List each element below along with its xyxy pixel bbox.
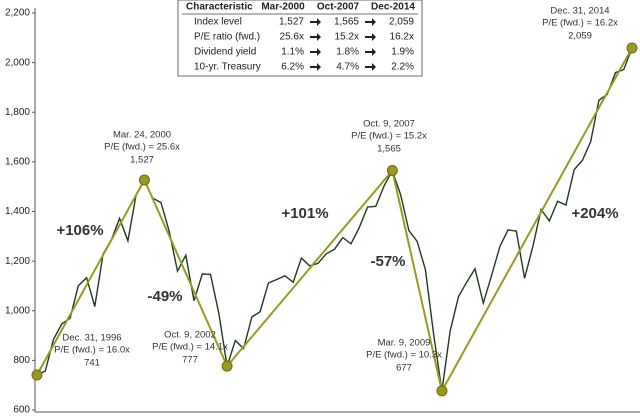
table-arrow bbox=[365, 48, 376, 56]
marker bbox=[138, 174, 150, 186]
annotation-pe: P/E (fwd.) = 25.6x bbox=[104, 142, 180, 153]
annotation-pe: P/E (fwd.) = 16.0x bbox=[54, 345, 130, 356]
table-cell: 15.2x bbox=[335, 32, 359, 43]
table-arrow bbox=[310, 63, 321, 71]
table-header: Characteristic bbox=[186, 2, 253, 13]
marker bbox=[31, 369, 43, 381]
table-cell: 1,565 bbox=[334, 17, 359, 28]
annotation-date: Dec. 31, 2014 bbox=[550, 6, 609, 17]
percent-change: -57% bbox=[370, 253, 405, 270]
table-cell: 1,527 bbox=[279, 17, 304, 28]
table-box bbox=[177, 0, 423, 77]
y-tick-label: 1,600 bbox=[5, 157, 30, 168]
table-cell: 2,059 bbox=[389, 17, 414, 28]
y-tick-label: 2,000 bbox=[5, 57, 30, 68]
table-cell: 1.1% bbox=[281, 47, 304, 58]
table-header: Oct-2007 bbox=[317, 2, 360, 13]
table-header: Dec-2014 bbox=[371, 2, 415, 13]
y-tick-label: 800 bbox=[13, 355, 30, 366]
annotation-pe: P/E (fwd.) = 16.2x bbox=[542, 18, 618, 29]
annotation-pe: P/E (fwd.) = 10.3x bbox=[366, 350, 442, 361]
table-arrow bbox=[310, 33, 321, 41]
table-row-label: Index level bbox=[194, 17, 242, 28]
marker bbox=[436, 385, 448, 397]
table-row-label: Dividend yield bbox=[194, 47, 256, 58]
table-row-label: P/E ratio (fwd.) bbox=[194, 32, 260, 43]
table-arrow bbox=[365, 33, 376, 41]
table-cell: 6.2% bbox=[281, 62, 304, 73]
table-cell: 2.2% bbox=[391, 62, 414, 73]
table-arrow bbox=[310, 18, 321, 26]
trend-line bbox=[36, 47, 633, 394]
table-arrow bbox=[365, 63, 376, 71]
y-tick-label: 1,200 bbox=[5, 256, 30, 267]
y-tick-label: 1,000 bbox=[5, 305, 30, 316]
table-cell: 25.6x bbox=[280, 32, 304, 43]
table-cell: 1.9% bbox=[391, 47, 414, 58]
index-line bbox=[36, 47, 633, 392]
table-arrow bbox=[365, 18, 376, 26]
annotation-pe: P/E (fwd.) = 14.1x bbox=[152, 342, 228, 353]
percent-change: +204% bbox=[571, 205, 618, 222]
y-tick-label: 600 bbox=[13, 405, 30, 416]
table-row-label: 10-yr. Treasury bbox=[194, 62, 261, 73]
annotation-value: 1,565 bbox=[377, 144, 401, 155]
marker bbox=[386, 165, 398, 177]
annotation-value: 741 bbox=[84, 358, 100, 369]
y-tick-label: 1,400 bbox=[5, 206, 30, 217]
table-cell: 4.7% bbox=[336, 62, 359, 73]
y-tick-label: 1,800 bbox=[5, 107, 30, 118]
annotation-pe: P/E (fwd.) = 15.2x bbox=[351, 131, 427, 142]
annotation-value: 1,527 bbox=[130, 155, 154, 166]
annotation-date: Oct. 9, 2002 bbox=[164, 330, 216, 341]
annotation-date: Mar. 9, 2009 bbox=[378, 338, 431, 349]
table-cell: 1.8% bbox=[336, 47, 359, 58]
percent-change: +106% bbox=[56, 222, 103, 239]
y-tick-label: 2,200 bbox=[5, 8, 30, 19]
table-arrow bbox=[310, 48, 321, 56]
annotation-value: 677 bbox=[396, 363, 412, 374]
annotation-date: Mar. 24, 2000 bbox=[113, 130, 171, 141]
table-cell: 16.2x bbox=[390, 32, 414, 43]
table-header: Mar-2000 bbox=[261, 2, 305, 13]
annotation-value: 2,059 bbox=[568, 31, 592, 42]
table: Characteristic Mar-2000 Oct-2007 Dec-2014 In… bbox=[177, 0, 423, 77]
marker bbox=[221, 360, 233, 372]
annotation-value: 777 bbox=[182, 355, 198, 366]
percent-change: +101% bbox=[281, 205, 328, 222]
annotation-date: Dec. 31, 1996 bbox=[62, 333, 121, 344]
percent-change: -49% bbox=[147, 288, 182, 305]
marker bbox=[626, 42, 638, 54]
annotation-date: Oct. 9, 2007 bbox=[363, 119, 415, 130]
